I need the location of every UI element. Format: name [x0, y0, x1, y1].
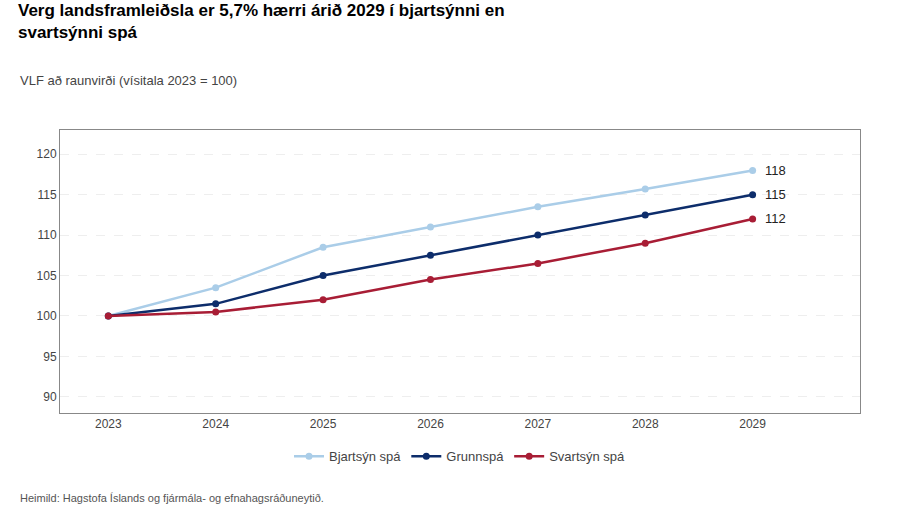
svg-text:VLF að raunvirði (vísitala 202: VLF að raunvirði (vísitala 2023 = 100)	[20, 73, 237, 88]
svg-text:Svartsýn spá: Svartsýn spá	[549, 449, 625, 464]
svg-text:112: 112	[765, 211, 786, 226]
svg-text:105: 105	[37, 269, 57, 283]
svg-text:90: 90	[43, 390, 57, 404]
svg-text:Bjartsýn spá: Bjartsýn spá	[329, 449, 401, 464]
svg-text:2028: 2028	[632, 417, 659, 431]
svg-text:115: 115	[37, 188, 56, 202]
svg-text:110: 110	[37, 228, 56, 242]
svg-text:Grunnspá: Grunnspá	[446, 449, 504, 464]
svg-text:Heimild: Hagstofa Íslands og f: Heimild: Hagstofa Íslands og fjármála- o…	[20, 492, 324, 504]
svg-text:2029: 2029	[739, 417, 766, 431]
svg-text:118: 118	[765, 163, 786, 178]
svg-text:100: 100	[37, 309, 57, 323]
svg-text:2023: 2023	[95, 417, 122, 431]
svg-text:2024: 2024	[202, 417, 229, 431]
svg-text:120: 120	[37, 147, 57, 161]
svg-text:2025: 2025	[310, 417, 337, 431]
svg-text:115: 115	[765, 187, 786, 202]
svg-text:2027: 2027	[524, 417, 551, 431]
svg-text:2026: 2026	[417, 417, 444, 431]
svg-text:Verg landsframleiðsla er 5,7%: Verg landsframleiðsla er 5,7% hærri árið…	[18, 1, 505, 42]
svg-text:95: 95	[43, 350, 57, 364]
